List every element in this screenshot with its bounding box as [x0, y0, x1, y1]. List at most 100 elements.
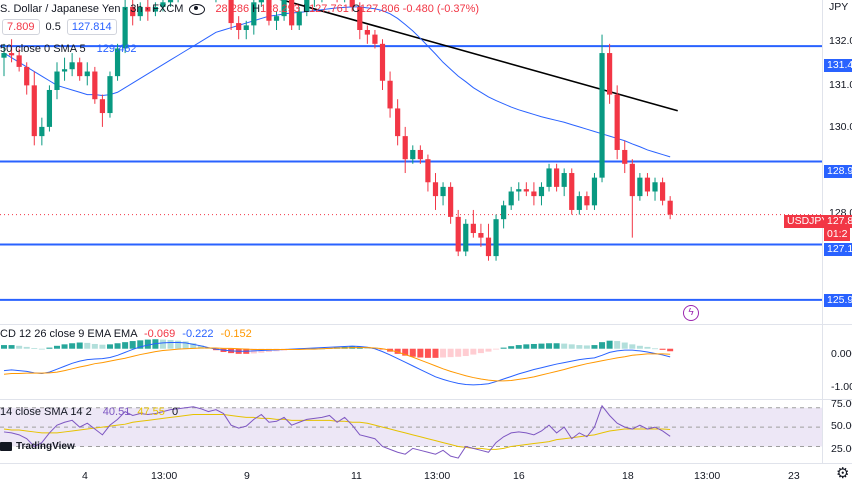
macd-histogram-bar	[159, 339, 166, 349]
candle-body	[236, 23, 242, 30]
candle-body	[289, 0, 295, 26]
candle-body	[77, 62, 83, 77]
candle-body	[122, 6, 128, 49]
macd-histogram-bar	[636, 345, 643, 349]
tradingview-logo[interactable]: TradingView	[0, 441, 75, 452]
tradingview-mark-icon	[0, 441, 12, 451]
sma-label: 50 close 0 SMA 5	[0, 43, 86, 55]
buy-price[interactable]: 127.814	[66, 19, 117, 35]
candle-body	[622, 149, 628, 164]
candle-body	[440, 186, 446, 197]
time-tick: 13:00	[424, 470, 451, 482]
candle-body	[402, 136, 408, 160]
macd-histogram-bar	[515, 345, 522, 349]
candle-body	[614, 94, 620, 150]
macd-histogram-bar	[53, 345, 60, 349]
price-tick: 130.00	[829, 121, 852, 133]
ohlc-high-label: H	[252, 3, 261, 15]
rsi-legend: 14 close SMA 14 2 40.51 47.55 0	[0, 405, 178, 419]
candle-body	[387, 80, 393, 109]
macd-histogram-bar	[659, 348, 666, 350]
ohlc-close: 127.806	[359, 3, 400, 15]
candle-body	[644, 177, 651, 192]
macd-value: -0.222	[182, 328, 214, 340]
macd-histogram-bar	[122, 342, 129, 349]
macd-histogram-bar	[485, 348, 492, 352]
ohlc-close-label: C	[351, 3, 360, 15]
macd-histogram-bar	[16, 345, 23, 349]
macd-signal-line	[3, 347, 671, 382]
level-tag: 131.4	[824, 59, 852, 72]
macd-histogram-bar	[167, 339, 174, 349]
rsi-sma-value: 47.55	[137, 406, 165, 418]
macd-histogram-bar	[190, 343, 197, 349]
macd-histogram-bar	[31, 347, 38, 349]
candle-body	[145, 6, 151, 12]
candle-body	[448, 186, 454, 217]
macd-histogram-bar	[591, 345, 598, 349]
candle-body	[478, 233, 484, 238]
candle-body	[228, 0, 234, 24]
macd-histogram-bar	[477, 348, 484, 354]
macd-histogram-bar	[114, 343, 121, 349]
candle-body	[470, 223, 476, 234]
candle-body	[99, 99, 106, 114]
macd-histogram-bar	[23, 346, 30, 349]
candle-body	[160, 2, 166, 7]
candle-body	[1, 53, 7, 58]
rsi-tick: 25.00	[831, 443, 852, 455]
candle-body	[599, 53, 605, 178]
candle-body	[629, 163, 635, 197]
macd-tick: 0.000	[831, 348, 852, 360]
gear-icon[interactable]: ⚙	[836, 465, 850, 482]
candle-body	[281, 0, 287, 17]
macd-histogram-bar	[69, 343, 76, 349]
macd-histogram-bar	[106, 344, 113, 349]
candle-body	[637, 177, 643, 197]
candle-body	[508, 191, 514, 206]
time-tick: 4	[82, 470, 88, 482]
candle-body	[395, 108, 401, 137]
macd-histogram-bar	[137, 340, 144, 349]
sell-price[interactable]: 7.809	[2, 19, 40, 35]
macd-histogram-bar	[1, 345, 7, 349]
macd-histogram-bar	[8, 345, 15, 349]
rsi-tick: 75.00	[831, 398, 852, 410]
macd-histogram-bar	[553, 343, 560, 349]
macd-histogram-bar	[614, 341, 621, 349]
candle-body	[304, 0, 310, 12]
macd-legend: CD 12 26 close 9 EMA EMA -0.069 -0.222 -…	[0, 327, 252, 341]
candle-body	[266, 0, 272, 21]
candle-body	[425, 159, 431, 183]
candle-body	[357, 6, 363, 30]
price-tick: 131.0	[829, 79, 852, 91]
candle-body	[39, 126, 45, 137]
macd-histogram-bar	[84, 342, 91, 349]
candle-body	[69, 62, 75, 70]
candle-body	[92, 71, 98, 100]
candle-body	[24, 66, 30, 86]
candle-body	[372, 34, 378, 44]
eye-icon[interactable]	[189, 3, 206, 15]
rsi-value: 40.51	[102, 406, 131, 418]
macd-histogram-bar	[409, 348, 416, 357]
macd-histogram-bar	[462, 348, 469, 357]
quote-row: 7.809 0.5 127.814	[0, 19, 119, 35]
candle-body	[501, 205, 507, 220]
spread: 0.5	[45, 21, 61, 33]
rsi-tick: 50.00	[831, 420, 852, 432]
macd-histogram-bar	[500, 347, 507, 349]
macd-histogram-bar	[99, 344, 106, 349]
sma-legend: 50 close 0 SMA 5 129.462	[0, 42, 136, 56]
candle-body	[591, 177, 598, 206]
macd-histogram-bar	[432, 348, 439, 358]
macd-histogram-bar	[38, 348, 45, 350]
candle-body	[523, 189, 529, 192]
macd-histogram-bar	[523, 344, 530, 349]
lightning-icon[interactable]: ϟ	[683, 305, 699, 321]
candle-body	[364, 29, 370, 35]
ohlc-open: 28.286	[215, 3, 250, 15]
macd-histogram-bar	[129, 341, 136, 349]
macd-histogram-bar	[493, 348, 500, 350]
